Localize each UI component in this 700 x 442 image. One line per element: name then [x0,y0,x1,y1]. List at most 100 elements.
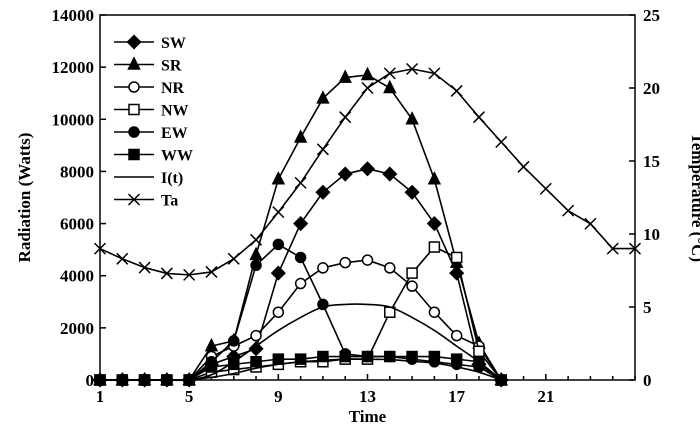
data-point [428,350,441,363]
data-point [361,350,374,363]
x-marker-stroke [428,67,441,80]
y-tick-label: 8000 [60,162,94,181]
y2-tick-label: 25 [643,6,660,25]
legend-marker [128,81,140,93]
x-axis-title: Time [349,407,387,426]
legend-marker [128,126,140,138]
x-marker-stroke [116,252,129,265]
data-point [428,241,441,253]
data-point [426,216,442,232]
x-marker-stroke [250,233,263,246]
y-tick-label: 12000 [52,58,95,77]
data-point [406,280,418,292]
data-point [339,111,352,124]
data-point [294,277,307,290]
x-marker-stroke [450,84,463,97]
data-point [316,143,329,156]
legend-marker [128,148,140,161]
series-ta [93,62,642,281]
y-axis-title: Radiation (Watts) [15,133,34,263]
x-marker-stroke [339,111,352,124]
x-marker-stroke [316,143,329,156]
data-point [183,268,196,281]
data-point [270,265,286,281]
x-marker-stroke [294,176,307,189]
legend-label: I(t) [161,170,183,187]
x-marker-stroke [138,261,151,274]
data-point [272,353,285,365]
legend-label: NW [161,103,189,120]
data-point [405,111,419,125]
data-point [250,233,263,246]
data-point [294,353,307,365]
legend-item: WW [114,148,193,165]
x-marker-stroke [584,217,597,230]
data-point [272,238,285,251]
data-point [339,256,351,269]
y2-tick-label: 5 [643,298,652,317]
data-point [317,350,329,363]
data-point [428,306,441,318]
x-marker-stroke [606,242,619,255]
data-point [359,161,376,177]
x-tick-label: 1 [96,387,105,406]
data-point [271,171,286,185]
data-point [160,267,173,280]
data-point [428,67,441,80]
data-point [250,259,262,272]
legend-label: EW [161,125,188,142]
x-marker-stroke [472,111,485,124]
legend-item: I(t) [114,170,183,187]
data-point [539,182,552,195]
data-point [606,242,619,255]
data-point [517,160,530,173]
data-point [116,252,129,265]
data-point [628,242,642,255]
data-point [293,129,308,143]
data-point [337,166,353,182]
x-tick-label: 17 [448,387,466,406]
data-point [250,329,262,342]
series-line [189,358,502,381]
data-point [205,361,218,373]
legend-item: SR [114,56,182,75]
data-point [383,79,397,94]
x-marker-stroke [272,206,285,219]
data-point [248,341,264,357]
x-marker-stroke [562,204,575,217]
data-point [473,345,485,358]
legend-label: NR [161,80,185,97]
legend-item: Ta [114,193,178,210]
legend-marker [127,56,141,70]
data-point [317,262,329,274]
legend-item: NW [114,103,189,120]
data-point [360,66,375,81]
data-point [450,329,463,342]
data-point [339,350,351,363]
y2-tick-label: 10 [643,225,660,244]
data-point [338,69,352,83]
legend-label: SR [161,58,182,75]
data-point [294,176,307,189]
x-tick-label: 13 [359,387,376,406]
data-point [384,262,396,274]
x-tick-label: 9 [274,387,283,406]
data-point [361,81,374,95]
series-i-t [99,303,502,382]
data-point [404,184,420,200]
data-point [384,350,396,363]
y2-tick-label: 20 [643,79,660,98]
data-point [383,67,396,80]
legend-item: EW [114,125,188,142]
legend-marker [126,34,142,50]
y-tick-label: 14000 [52,6,95,25]
x-marker-stroke [227,252,240,265]
y-tick-label: 6000 [60,215,94,234]
legend-item: SW [114,34,186,52]
x-marker-stroke [539,182,552,195]
data-point [382,166,398,182]
x-marker-stroke [93,242,107,255]
series-sw [92,161,509,388]
y-tick-label: 2000 [60,319,94,338]
